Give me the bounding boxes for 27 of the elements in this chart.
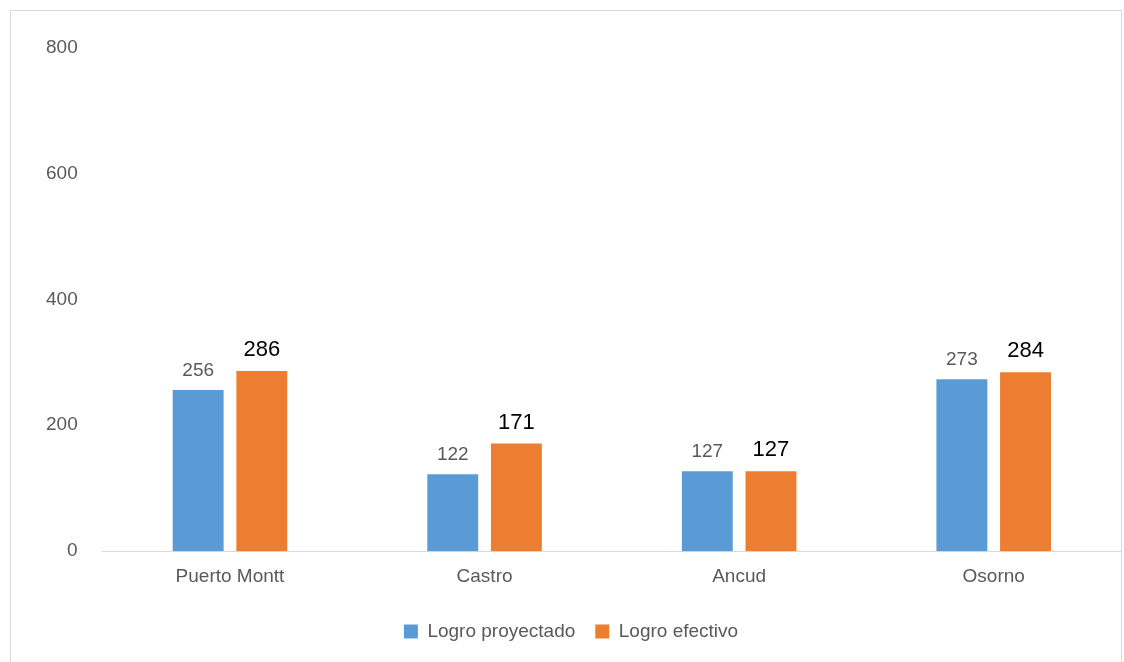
data-label: 286 bbox=[243, 336, 281, 362]
x-tick-label: Osorno bbox=[962, 564, 1025, 586]
bar bbox=[936, 379, 988, 552]
y-tick-label: 200 bbox=[46, 413, 78, 435]
legend-label: Logro efectivo bbox=[618, 619, 739, 641]
bar bbox=[490, 443, 542, 552]
bar bbox=[745, 471, 797, 552]
bar bbox=[1000, 372, 1051, 552]
bar bbox=[236, 371, 288, 552]
y-tick-label: 0 bbox=[67, 539, 78, 561]
x-tick-label: Ancud bbox=[712, 564, 767, 586]
x-tick-label: Puerto Montt bbox=[175, 564, 286, 586]
data-label: 273 bbox=[946, 348, 978, 370]
x-tick-label: Castro bbox=[456, 564, 513, 586]
data-label: 171 bbox=[498, 408, 535, 434]
data-label: 127 bbox=[691, 439, 724, 461]
y-tick-label: 800 bbox=[46, 35, 78, 57]
data-label: 256 bbox=[182, 358, 215, 380]
y-tick-label: 400 bbox=[46, 287, 78, 309]
y-tick-label: 600 bbox=[46, 161, 78, 183]
bar bbox=[172, 389, 224, 552]
bar bbox=[681, 471, 733, 552]
legend-label: Logro proyectado bbox=[427, 619, 576, 641]
data-label: 284 bbox=[1007, 337, 1044, 363]
data-label: 122 bbox=[436, 443, 469, 465]
data-label: 127 bbox=[752, 436, 790, 462]
bar bbox=[427, 474, 479, 552]
